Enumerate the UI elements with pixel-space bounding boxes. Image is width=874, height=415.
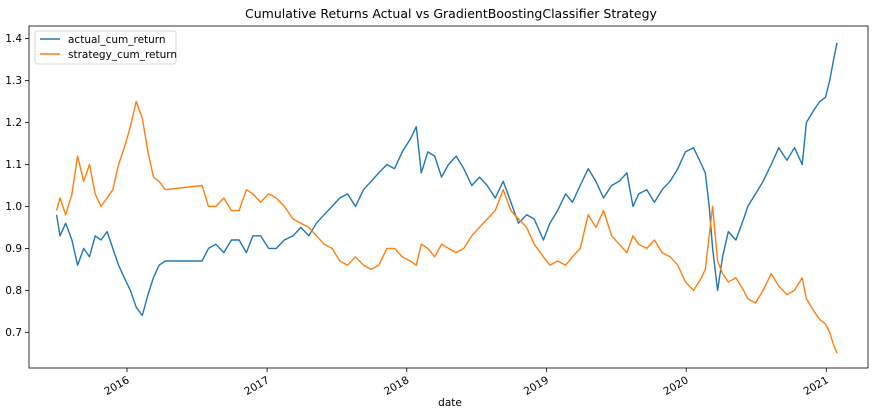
y-tick-label: 0.9: [5, 243, 22, 255]
plot-lines: [55, 42, 838, 354]
x-axis-label: date: [438, 397, 462, 409]
y-tick-label: 1.0: [5, 201, 22, 213]
legend-label-actual_cum_return: actual_cum_return: [68, 34, 166, 46]
y-tick-label: 1.2: [5, 117, 22, 129]
plot-frame: [28, 25, 869, 369]
legend-label-strategy_cum_return: strategy_cum_return: [68, 49, 177, 61]
y-tick-label: 1.3: [5, 75, 22, 87]
y-tick-label: 1.1: [5, 159, 22, 171]
x-tick-label: 2020: [662, 374, 691, 398]
legend: actual_cum_return strategy_cum_return: [34, 30, 177, 65]
x-tick-label: 2017: [242, 374, 271, 398]
y-axis: 0.7 0.8 0.9 1.0 1.1 1.2 1.3 1.4: [5, 33, 29, 339]
y-tick-label: 1.4: [5, 33, 22, 45]
chart-title: Cumulative Returns Actual vs GradientBoo…: [245, 6, 658, 21]
legend-box: [34, 30, 177, 65]
y-tick-label: 0.7: [5, 327, 22, 339]
series-line-strategy_cum_return: [55, 100, 838, 354]
x-tick-label: 2021: [802, 374, 831, 398]
series-line-actual_cum_return: [55, 42, 838, 317]
x-axis: 2016 2017 2018 2019 2020 2021: [102, 368, 831, 398]
x-tick-label: 2018: [382, 374, 411, 398]
y-tick-label: 0.8: [5, 285, 22, 297]
x-tick-label: 2019: [522, 374, 551, 398]
x-tick-label: 2016: [102, 374, 131, 398]
